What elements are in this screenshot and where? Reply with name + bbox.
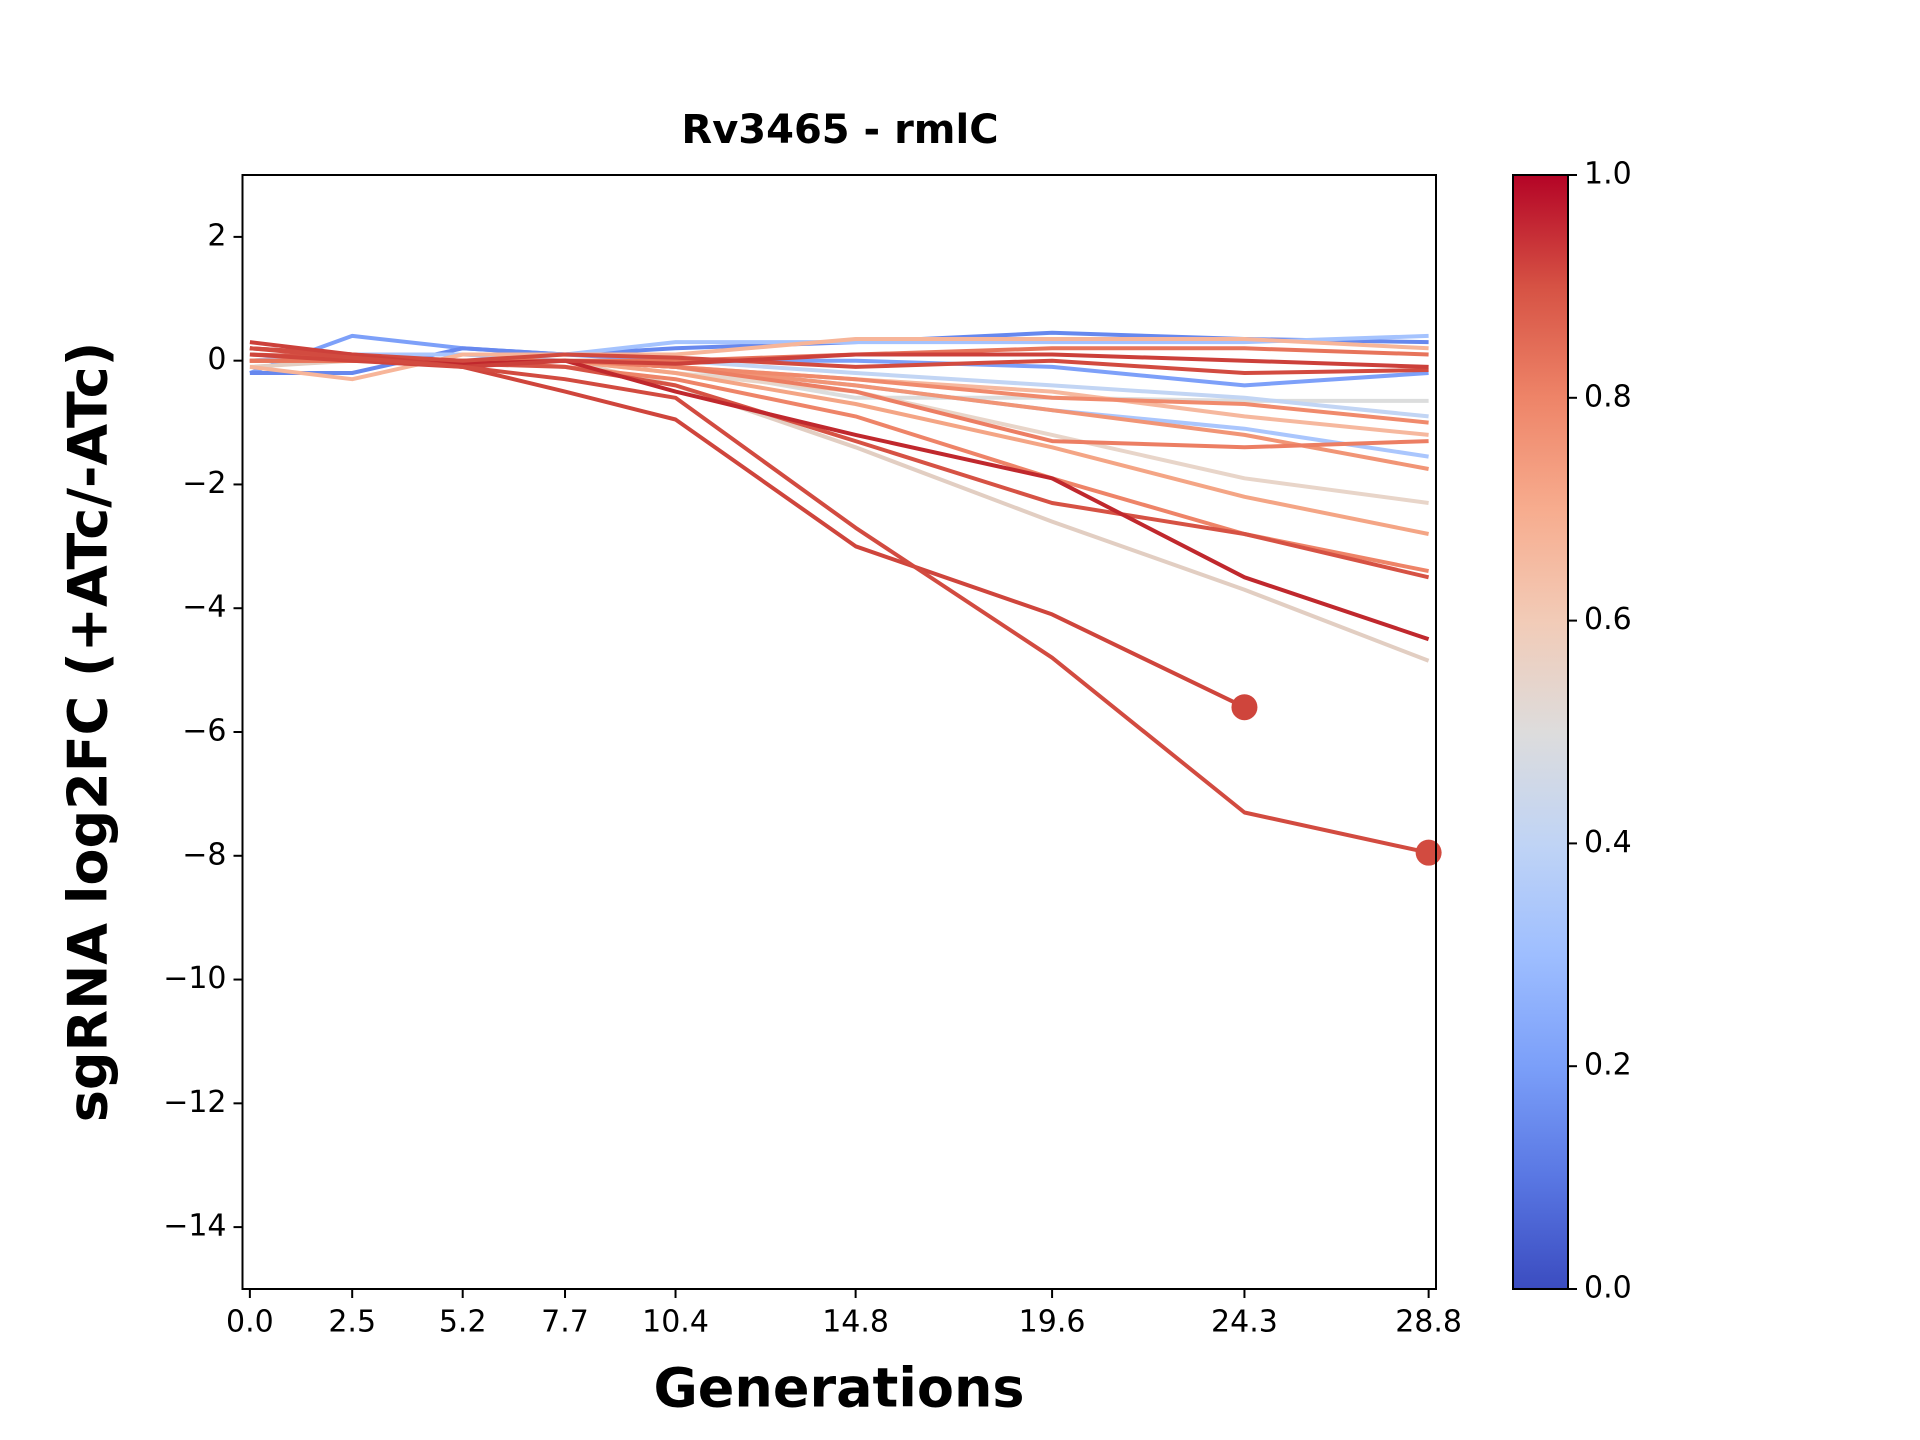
- colorbar-tick-label: 0.4: [1584, 825, 1632, 860]
- x-tick-label: 14.8: [822, 1305, 889, 1340]
- x-tick-label: 28.8: [1395, 1305, 1462, 1340]
- y-tick-label: −10: [163, 961, 226, 996]
- colorbar-tick-label: 1.0: [1584, 157, 1632, 192]
- series-line: [249, 358, 1429, 574]
- series-line: [249, 346, 1430, 855]
- series-line: [249, 340, 1429, 369]
- chart-title: Rv3465 - rmlC: [681, 107, 998, 153]
- colorbar-tick-label: 0.8: [1584, 379, 1632, 414]
- x-axis-label: Generations: [653, 1357, 1024, 1420]
- series-line: [249, 346, 1430, 642]
- series-group: [249, 330, 1430, 855]
- x-tick-label: 7.7: [541, 1305, 589, 1340]
- end-marker: [1415, 839, 1442, 866]
- x-tick-label: 24.3: [1211, 1305, 1278, 1340]
- y-tick-label: 2: [207, 218, 226, 253]
- y-tick-label: −14: [163, 1209, 226, 1244]
- series-line: [249, 352, 1246, 710]
- y-tick-label: −12: [163, 1085, 226, 1120]
- x-tick-label: 19.6: [1019, 1305, 1086, 1340]
- y-tick-label: 0: [207, 342, 226, 377]
- y-tick-label: −6: [182, 714, 226, 749]
- colorbar-tick-label: 0.2: [1584, 1048, 1632, 1083]
- x-tick-label: 5.2: [439, 1305, 487, 1340]
- end-marker: [1231, 694, 1258, 721]
- plot-area: [249, 330, 1430, 855]
- y-tick-label: −4: [182, 590, 226, 625]
- y-tick-label: −8: [182, 837, 226, 872]
- series-line: [249, 346, 1429, 375]
- colorbar-tick-label: 0.6: [1584, 602, 1632, 637]
- colorbar: [1512, 174, 1569, 1290]
- series-line: [249, 337, 1429, 382]
- x-tick-label: 0.0: [226, 1305, 274, 1340]
- x-tick-label: 10.4: [642, 1305, 709, 1340]
- y-tick-label: −2: [182, 466, 226, 501]
- y-axis-label: sgRNA log2FC (+ATc/-ATc): [57, 342, 120, 1123]
- x-tick-label: 2.5: [328, 1305, 376, 1340]
- colorbar-tick-label: 0.0: [1584, 1271, 1632, 1306]
